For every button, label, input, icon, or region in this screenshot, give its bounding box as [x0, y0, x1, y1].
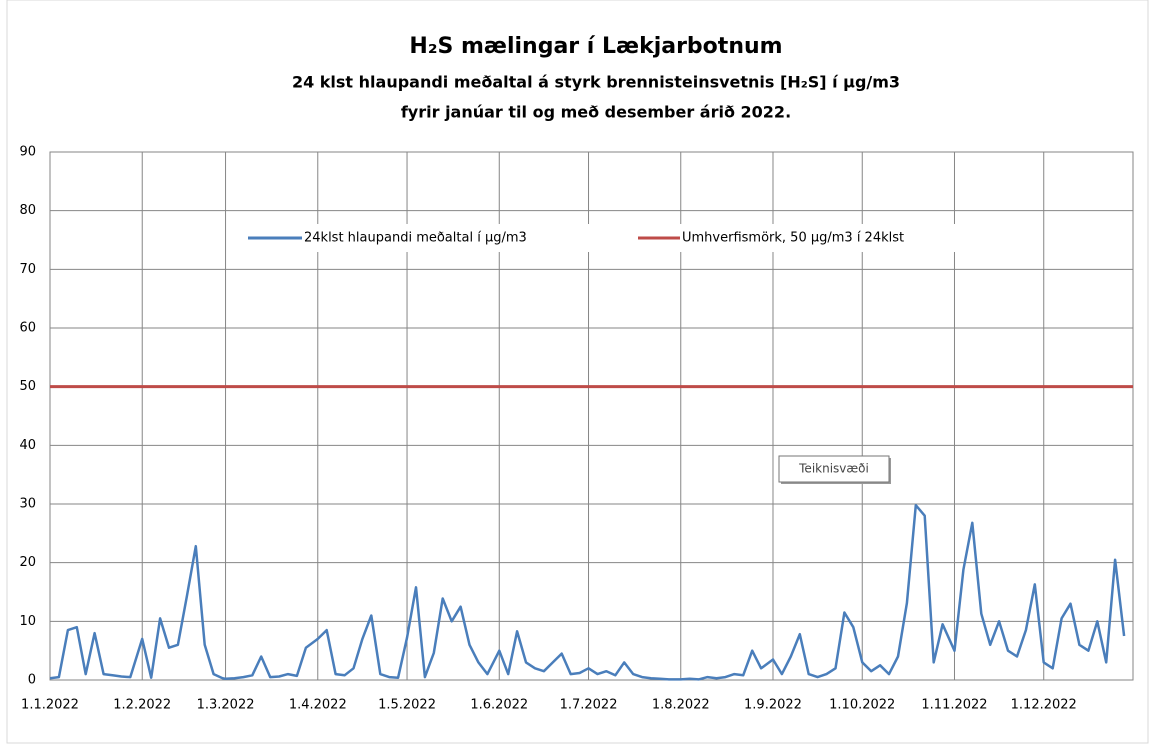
tooltip-box [778, 455, 890, 483]
legend-box [240, 224, 960, 252]
y-tick-label: 0 [28, 673, 36, 688]
x-tick-label: 1.6.2022 [470, 698, 528, 713]
x-tick-label: 1.11.2022 [921, 698, 987, 713]
y-tick-label: 60 [19, 321, 36, 336]
y-tick-label: 70 [19, 262, 36, 277]
legend-label: Umhverfismörk, 50 µg/m3 í 24klst [682, 231, 904, 246]
chart-title: H₂S mælingar í Lækjarbotnum [409, 34, 782, 59]
x-tick-label: 1.9.2022 [744, 698, 802, 713]
y-tick-label: 80 [19, 203, 36, 218]
y-tick-label: 40 [19, 438, 36, 453]
y-tick-label: 10 [19, 614, 36, 629]
x-tick-label: 1.1.2022 [21, 698, 79, 713]
chart-subtitle: fyrir janúar til og með desember árið 20… [401, 103, 791, 122]
tooltip-text: Teiknisvæði [798, 462, 869, 476]
x-tick-label: 1.4.2022 [289, 698, 347, 713]
chart-subtitle: 24 klst hlaupandi meðaltal á styrk brenn… [292, 73, 900, 92]
x-tick-label: 1.10.2022 [829, 698, 895, 713]
x-tick-label: 1.3.2022 [197, 698, 255, 713]
y-tick-label: 30 [19, 497, 36, 512]
y-tick-label: 90 [19, 145, 36, 160]
x-tick-label: 1.2.2022 [113, 698, 171, 713]
x-tick-label: 1.8.2022 [652, 698, 710, 713]
plot-border [49, 151, 1134, 681]
x-tick-label: 1.12.2022 [1011, 698, 1077, 713]
legend-label: 24klst hlaupandi meðaltal í µg/m3 [304, 231, 527, 246]
y-tick-label: 50 [19, 379, 36, 394]
x-tick-label: 1.5.2022 [378, 698, 436, 713]
x-tick-label: 1.7.2022 [560, 698, 618, 713]
data-line [49, 503, 1126, 681]
y-tick-label: 20 [19, 555, 36, 570]
